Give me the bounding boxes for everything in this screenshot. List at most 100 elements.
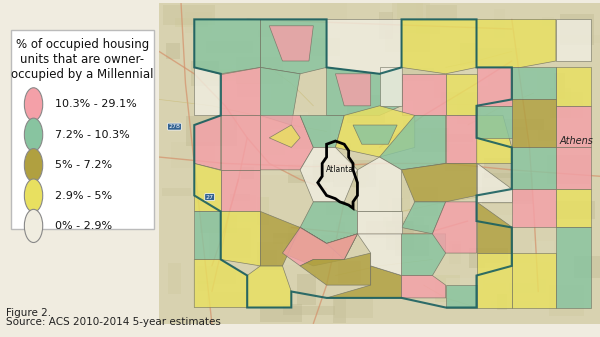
Polygon shape — [326, 19, 401, 74]
Polygon shape — [476, 19, 556, 67]
Polygon shape — [221, 212, 260, 266]
Bar — [509, 279, 547, 293]
Polygon shape — [433, 202, 476, 253]
Bar — [494, 9, 505, 38]
Bar — [549, 285, 584, 316]
Bar — [289, 164, 330, 183]
Polygon shape — [401, 276, 446, 298]
Bar — [368, 101, 413, 117]
Bar — [283, 306, 335, 315]
Polygon shape — [221, 115, 260, 170]
Polygon shape — [194, 115, 221, 170]
Bar — [297, 274, 316, 305]
Bar — [547, 155, 590, 184]
Bar — [353, 164, 366, 188]
Bar — [260, 304, 302, 321]
Text: % of occupied housing
units that are owner-
occupied by a Millennial: % of occupied housing units that are own… — [11, 38, 154, 81]
Polygon shape — [476, 67, 512, 106]
Bar — [485, 263, 536, 282]
Bar — [442, 104, 481, 119]
Bar — [273, 234, 309, 244]
Polygon shape — [401, 202, 446, 234]
Polygon shape — [556, 19, 591, 61]
Bar — [236, 57, 283, 84]
Bar — [473, 109, 503, 120]
Bar — [321, 235, 345, 247]
Bar — [238, 29, 284, 46]
Bar — [234, 116, 271, 130]
Bar — [166, 43, 180, 59]
Text: 7.2% - 10.3%: 7.2% - 10.3% — [55, 130, 130, 140]
Bar — [247, 120, 300, 129]
Polygon shape — [353, 125, 397, 144]
Text: Figure 2.: Figure 2. — [6, 308, 51, 318]
Bar — [289, 112, 308, 143]
Bar — [313, 160, 334, 182]
Polygon shape — [269, 26, 313, 61]
Bar — [162, 188, 191, 196]
Bar — [554, 73, 565, 99]
Bar — [285, 147, 321, 170]
Polygon shape — [512, 99, 556, 148]
Bar — [560, 14, 594, 44]
Bar — [386, 221, 414, 250]
Polygon shape — [401, 234, 446, 276]
Bar — [206, 41, 253, 53]
Polygon shape — [335, 74, 371, 106]
Polygon shape — [300, 148, 358, 202]
Polygon shape — [380, 115, 446, 170]
Bar — [434, 70, 448, 98]
Bar — [506, 127, 527, 147]
Bar — [288, 226, 301, 243]
Text: Atlanta: Atlanta — [326, 165, 354, 174]
Polygon shape — [260, 19, 326, 74]
Bar — [383, 217, 424, 227]
Bar — [441, 92, 481, 105]
Bar — [208, 292, 248, 308]
Bar — [446, 69, 476, 99]
Polygon shape — [358, 157, 401, 212]
Polygon shape — [194, 19, 260, 74]
Polygon shape — [247, 266, 291, 307]
Bar — [484, 158, 512, 178]
Polygon shape — [512, 189, 556, 227]
Text: Source: ACS 2010-2014 5-year estimates: Source: ACS 2010-2014 5-year estimates — [6, 317, 221, 327]
Bar — [500, 190, 535, 201]
Polygon shape — [300, 202, 358, 243]
Polygon shape — [358, 234, 401, 276]
Polygon shape — [476, 115, 512, 163]
Polygon shape — [556, 148, 591, 189]
Text: 5% - 7.2%: 5% - 7.2% — [55, 160, 112, 170]
Polygon shape — [326, 67, 401, 115]
Bar — [473, 48, 520, 67]
Polygon shape — [260, 212, 300, 266]
Bar — [446, 278, 483, 289]
Bar — [175, 19, 208, 27]
Polygon shape — [446, 285, 476, 307]
Bar — [379, 180, 410, 212]
Bar — [382, 68, 434, 81]
Bar — [310, 3, 347, 23]
Bar — [205, 69, 236, 81]
Bar — [241, 167, 254, 179]
Bar — [347, 95, 385, 123]
Bar — [212, 215, 237, 233]
Bar — [388, 199, 410, 229]
Bar — [497, 294, 506, 310]
Bar — [552, 92, 583, 118]
Bar — [550, 88, 571, 118]
Polygon shape — [476, 163, 512, 202]
Bar — [524, 71, 537, 95]
Bar — [392, 198, 403, 224]
Polygon shape — [194, 163, 221, 212]
Bar — [403, 120, 443, 132]
Circle shape — [25, 118, 43, 151]
Bar — [209, 228, 251, 258]
Bar — [334, 299, 373, 318]
Polygon shape — [260, 67, 300, 125]
Bar — [392, 3, 430, 33]
Bar — [555, 201, 595, 219]
Polygon shape — [300, 227, 358, 259]
Polygon shape — [194, 259, 247, 307]
Polygon shape — [221, 67, 260, 115]
